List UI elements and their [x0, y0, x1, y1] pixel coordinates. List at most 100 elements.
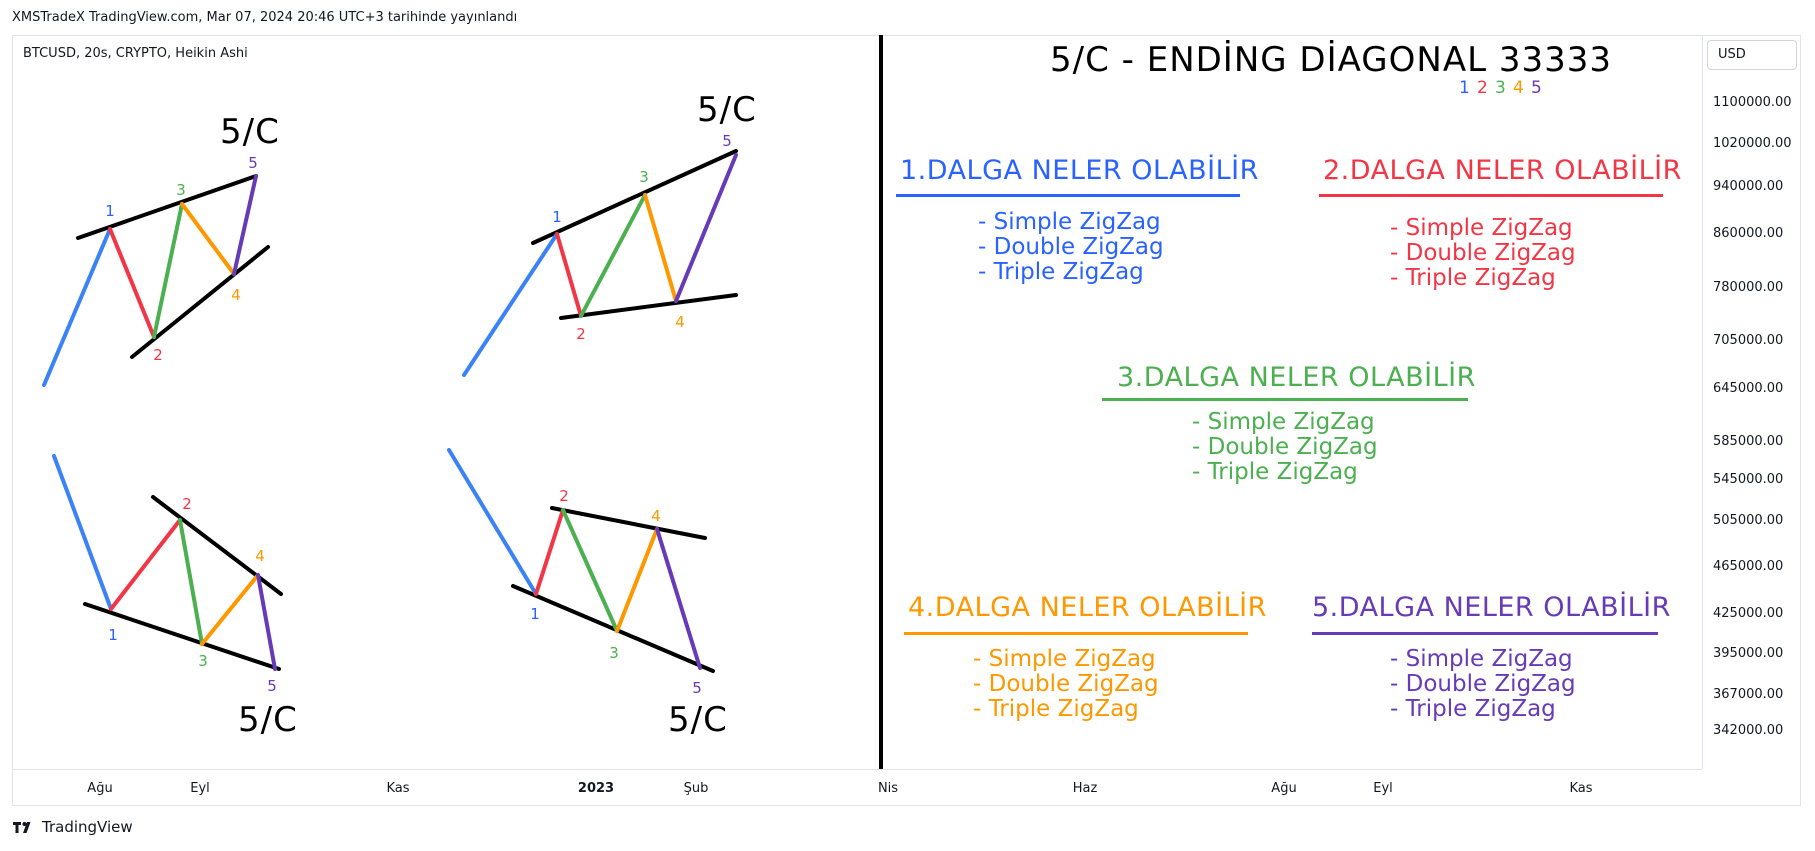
wave-1-item: - Simple ZigZag — [978, 209, 1161, 235]
price-tick-label: 367000.00 — [1713, 687, 1784, 702]
wave-1-line — [462, 232, 559, 377]
wave-point-label: 2 — [182, 495, 192, 513]
trendline — [531, 149, 738, 245]
wave-3-line — [152, 202, 184, 339]
tradingview-brand[interactable]: TradingView — [12, 818, 133, 836]
diagram-label: 5/C — [697, 90, 757, 130]
time-tick-label: Kas — [386, 781, 410, 796]
wave-point-label: 3 — [609, 644, 619, 662]
price-tick-label: 860000.00 — [1713, 226, 1784, 241]
title-digit-1: 1 — [1459, 78, 1470, 98]
wave-4-line — [615, 527, 659, 633]
wave-5-line — [256, 573, 277, 671]
wave-point-label: 1 — [108, 626, 118, 644]
wave-point-label: 2 — [559, 487, 569, 505]
wave-point-label: 2 — [153, 346, 163, 364]
wave-point-label: 4 — [651, 507, 661, 525]
wave-3-title: 3.DALGA NELER OLABİLİR — [1117, 362, 1476, 393]
trendline — [550, 506, 707, 540]
price-tick-label: 1020000.00 — [1713, 136, 1792, 151]
time-tick-label: 2023 — [577, 781, 615, 796]
wave-3-line — [579, 193, 647, 318]
wave-2-item: - Double ZigZag — [1390, 240, 1576, 266]
title-digit-4: 4 — [1513, 78, 1524, 98]
time-tick-label: Ağu — [1271, 781, 1297, 796]
wave-2-line — [555, 232, 583, 318]
wave-1-title: 1.DALGA NELER OLABİLİR — [900, 155, 1259, 186]
price-tick-label: 1100000.00 — [1713, 95, 1792, 110]
wave-4-title: 4.DALGA NELER OLABİLİR — [908, 592, 1267, 623]
price-tick-label: 645000.00 — [1713, 381, 1784, 396]
time-tick-label: Kas — [1569, 781, 1593, 796]
wave-4-line — [200, 573, 260, 646]
published-info: XMSTradeX TradingView.com, Mar 07, 2024 … — [12, 10, 518, 25]
wave-5-line — [655, 527, 702, 670]
symbol-info[interactable]: BTCUSD, 20s, CRYPTO, Heikin Ashi — [23, 46, 248, 61]
trendline — [130, 245, 270, 359]
chart-frame — [12, 35, 1801, 806]
time-axis[interactable] — [12, 769, 1702, 807]
wave-1-line — [52, 454, 113, 611]
price-tick-label: 780000.00 — [1713, 280, 1784, 295]
currency-selector[interactable]: USD — [1707, 40, 1797, 70]
wave-point-label: 1 — [105, 202, 115, 220]
wave-1-underline — [896, 194, 1240, 197]
wave-5-title: 5.DALGA NELER OLABİLİR — [1312, 592, 1671, 623]
diagram-label: 5/C — [220, 112, 280, 152]
wave-5-line — [232, 174, 258, 276]
wave-point-label: 4 — [231, 286, 241, 304]
price-tick-label: 940000.00 — [1713, 179, 1784, 194]
wave-point-label: 5 — [267, 677, 277, 695]
diagram-label: 5/C — [238, 700, 298, 740]
trendline — [83, 602, 281, 671]
wave-5-line — [674, 153, 738, 303]
wave-4-item: - Double ZigZag — [973, 671, 1159, 697]
trendline — [76, 174, 258, 240]
price-tick-label: 465000.00 — [1713, 559, 1784, 574]
wave-1-item: - Double ZigZag — [978, 234, 1164, 260]
wave-2-item: - Triple ZigZag — [1390, 265, 1556, 291]
wave-4-line — [180, 202, 236, 276]
wave-point-label: 4 — [255, 547, 265, 565]
time-tick-label: Eyl — [190, 781, 210, 796]
time-tick-label: Haz — [1072, 781, 1098, 796]
time-tick-label: Şub — [683, 781, 709, 796]
wave-point-label: 5 — [248, 154, 258, 172]
wave-2-underline — [1319, 194, 1663, 197]
time-tick-label: Nis — [877, 781, 899, 796]
wave-4-item: - Simple ZigZag — [973, 646, 1156, 672]
wave-1-line — [447, 448, 538, 596]
wave-point-label: 5 — [692, 679, 702, 697]
price-tick-label: 705000.00 — [1713, 333, 1784, 348]
price-tick-label: 395000.00 — [1713, 646, 1784, 661]
trendline — [559, 293, 738, 320]
trendline — [511, 584, 715, 673]
wave-2-line — [534, 508, 565, 596]
wave-2-line — [109, 518, 182, 611]
title-digit-2: 2 — [1477, 78, 1488, 98]
wave-point-label: 1 — [552, 208, 562, 226]
wave-3-item: - Simple ZigZag — [1192, 409, 1375, 435]
wave-point-label: 3 — [176, 181, 186, 199]
wave-point-label: 3 — [639, 168, 649, 186]
wave-3-line — [178, 518, 204, 646]
brand-name: TradingView — [42, 818, 133, 836]
wave-2-line — [108, 227, 156, 339]
wave-4-item: - Triple ZigZag — [973, 696, 1139, 722]
trendline — [151, 495, 283, 596]
wave-point-label: 2 — [576, 325, 586, 343]
wave-point-label: 5 — [722, 132, 732, 150]
wave-2-title: 2.DALGA NELER OLABİLİR — [1323, 155, 1682, 186]
wave-5-underline — [1312, 632, 1658, 635]
wave-1-item: - Triple ZigZag — [978, 259, 1144, 285]
time-tick-label: Ağu — [87, 781, 113, 796]
diagram-label: 5/C — [668, 700, 728, 740]
tradingview-logo-icon — [13, 822, 31, 833]
price-tick-label: 585000.00 — [1713, 434, 1784, 449]
price-tick-label: 425000.00 — [1713, 606, 1784, 621]
price-tick-label: 342000.00 — [1713, 723, 1784, 738]
wave-point-label: 4 — [675, 313, 685, 331]
wave-3-line — [561, 508, 619, 633]
price-axis[interactable] — [1702, 35, 1802, 769]
